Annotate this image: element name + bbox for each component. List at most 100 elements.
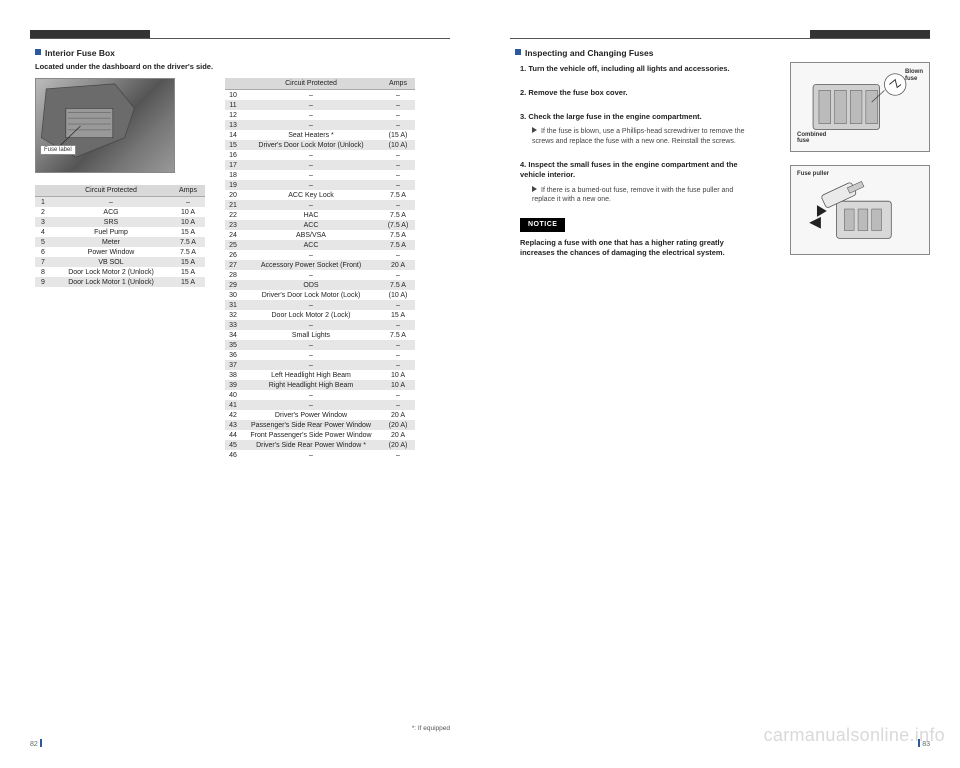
cell-num: 9 — [35, 277, 51, 287]
notice-label: NOTICE — [520, 218, 565, 231]
tbl-a-h1: Circuit Protected — [51, 185, 171, 197]
cell-amp: – — [381, 320, 415, 330]
cell-num: 43 — [225, 420, 241, 430]
fuse-table-a: Circuit Protected Amps 1––2ACG10 A3SRS10… — [35, 185, 205, 287]
step-item: 4. Inspect the small fuses in the engine… — [520, 160, 755, 204]
cell-num: 26 — [225, 250, 241, 260]
arrow-icon — [532, 186, 537, 192]
cell-num: 18 — [225, 170, 241, 180]
label-combined-fuse: Combinedfuse — [797, 132, 826, 145]
cell-num: 15 — [225, 140, 241, 150]
cell-amp: 7.5 A — [381, 240, 415, 250]
cell-name: ACC Key Lock — [241, 190, 381, 200]
cell-amp: 10 A — [381, 370, 415, 380]
cell-num: 32 — [225, 310, 241, 320]
cell-name: – — [241, 90, 381, 101]
cell-amp: 20 A — [381, 260, 415, 270]
cell-num: 44 — [225, 430, 241, 440]
table-row: 46–– — [225, 450, 415, 460]
tbl-a-h0 — [35, 185, 51, 197]
cell-num: 29 — [225, 280, 241, 290]
table-row: 26–– — [225, 250, 415, 260]
fuse-label-callout: Fuse label — [40, 145, 76, 155]
cell-name: Door Lock Motor 2 (Lock) — [241, 310, 381, 320]
cell-amp: (10 A) — [381, 290, 415, 300]
watermark: carmanualsonline.info — [764, 725, 945, 746]
table-row: 45Driver's Side Rear Power Window *(20 A… — [225, 440, 415, 450]
step-text: Remove the fuse box cover. — [528, 88, 627, 97]
header-rule-left — [30, 38, 450, 39]
cell-amp: – — [381, 340, 415, 350]
table-row: 7VB SOL15 A — [35, 257, 205, 267]
cell-amp: 7.5 A — [381, 230, 415, 240]
table-row: 38Left Headlight High Beam10 A — [225, 370, 415, 380]
cell-name: Driver's Side Rear Power Window * — [241, 440, 381, 450]
table-row: 24ABS/VSA7.5 A — [225, 230, 415, 240]
section-title: Interior Fuse Box — [45, 48, 115, 58]
cell-amp: (20 A) — [381, 440, 415, 450]
fuse-box-photo-svg — [36, 79, 174, 172]
cell-num: 22 — [225, 210, 241, 220]
cell-num: 6 — [35, 247, 51, 257]
cell-amp: 20 A — [381, 430, 415, 440]
cell-num: 36 — [225, 350, 241, 360]
cell-num: 27 — [225, 260, 241, 270]
cell-amp: – — [381, 250, 415, 260]
step-text: Inspect the small fuses in the engine co… — [520, 160, 738, 179]
section-heading-interior-fuse-box: Interior Fuse Box — [35, 48, 115, 58]
table-row: 37–– — [225, 360, 415, 370]
cell-name: Passenger's Side Rear Power Window — [241, 420, 381, 430]
cell-amp: (7.5 A) — [381, 220, 415, 230]
cell-num: 45 — [225, 440, 241, 450]
cell-name: Small Lights — [241, 330, 381, 340]
cell-amp: 20 A — [381, 410, 415, 420]
cell-num: 46 — [225, 450, 241, 460]
cell-amp: – — [381, 400, 415, 410]
step-number: 3. — [520, 112, 526, 121]
cell-name: – — [241, 400, 381, 410]
cell-name: – — [241, 170, 381, 180]
cell-name: HAC — [241, 210, 381, 220]
cell-amp: – — [381, 170, 415, 180]
table-row: 12–– — [225, 110, 415, 120]
cell-num: 28 — [225, 270, 241, 280]
cell-name: Driver's Door Lock Motor (Unlock) — [241, 140, 381, 150]
page-number-left-value: 82 — [30, 741, 38, 748]
cell-amp: 15 A — [171, 257, 205, 267]
cell-name: Front Passenger's Side Power Window — [241, 430, 381, 440]
cell-amp: – — [381, 90, 415, 101]
cell-num: 24 — [225, 230, 241, 240]
cell-num: 35 — [225, 340, 241, 350]
table-row: 31–– — [225, 300, 415, 310]
cell-amp: 10 A — [171, 207, 205, 217]
table-row: 4Fuel Pump15 A — [35, 227, 205, 237]
table-row: 22HAC7.5 A — [225, 210, 415, 220]
step-number: 4. — [520, 160, 526, 169]
step-number: 1. — [520, 64, 526, 73]
table-row: 8Door Lock Motor 2 (Unlock)15 A — [35, 267, 205, 277]
cell-num: 33 — [225, 320, 241, 330]
cell-amp: – — [381, 360, 415, 370]
table-row: 28–– — [225, 270, 415, 280]
cell-num: 1 — [35, 197, 51, 208]
cell-amp: – — [381, 110, 415, 120]
cell-amp: – — [381, 100, 415, 110]
table-row: 34Small Lights7.5 A — [225, 330, 415, 340]
table-row: 3SRS10 A — [35, 217, 205, 227]
cell-num: 4 — [35, 227, 51, 237]
step-text: Turn the vehicle off, including all ligh… — [528, 64, 729, 73]
table-row: 16–– — [225, 150, 415, 160]
cell-amp: (20 A) — [381, 420, 415, 430]
tbl-a-h2: Amps — [171, 185, 205, 197]
diagram-fuse-puller-svg — [791, 166, 929, 254]
tbl-b-h1: Circuit Protected — [241, 78, 381, 90]
cell-num: 5 — [35, 237, 51, 247]
table-row: 10–– — [225, 90, 415, 101]
cell-num: 3 — [35, 217, 51, 227]
table-row: 15Driver's Door Lock Motor (Unlock)(10 A… — [225, 140, 415, 150]
cell-name: Door Lock Motor 1 (Unlock) — [51, 277, 171, 287]
cell-name: – — [241, 320, 381, 330]
table-row: 23ACC(7.5 A) — [225, 220, 415, 230]
cell-amp: 15 A — [171, 267, 205, 277]
cell-name: – — [241, 160, 381, 170]
